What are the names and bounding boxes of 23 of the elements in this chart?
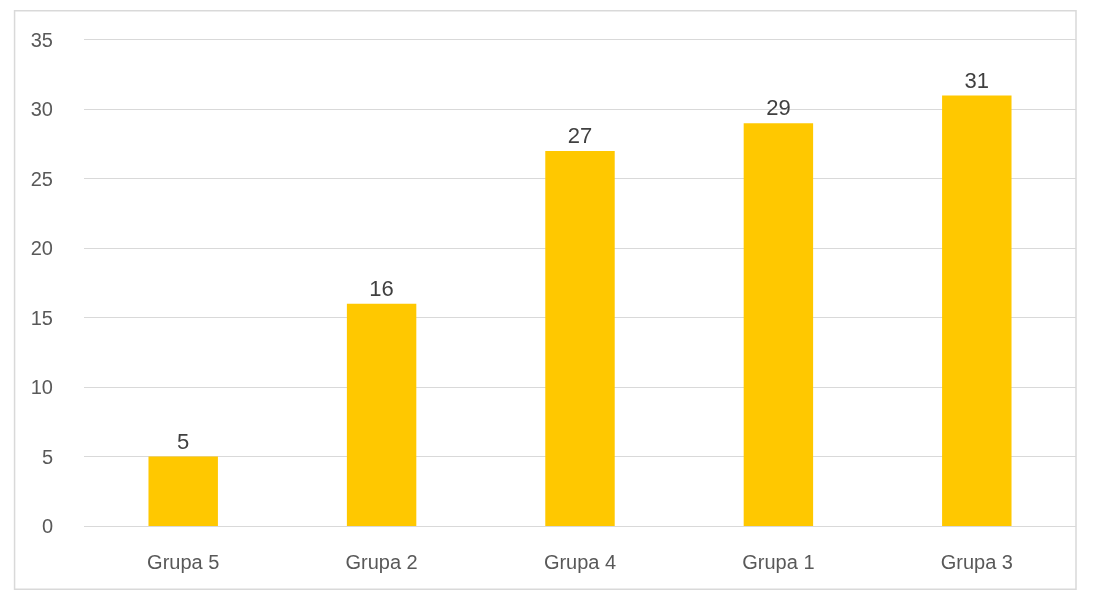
bar	[942, 95, 1012, 526]
y-tick-label: 35	[30, 29, 53, 51]
y-tick-label: 5	[41, 445, 53, 468]
bar	[346, 303, 417, 526]
data-label: 29	[766, 95, 791, 121]
bar	[545, 151, 615, 526]
x-tick-label: Grupa 2	[345, 551, 418, 574]
data-label: 5	[177, 428, 190, 454]
data-label: 27	[567, 123, 593, 149]
y-tick-label: 10	[30, 376, 53, 399]
data-label: 16	[369, 275, 394, 301]
x-tick-label: Grupa 4	[543, 551, 617, 574]
y-tick-label: 25	[30, 167, 53, 190]
y-tick-label: 15	[30, 306, 53, 329]
y-tick-label: 20	[30, 237, 53, 260]
x-tick-label: Grupa 1	[742, 551, 815, 574]
data-label: 31	[964, 67, 990, 93]
bar	[148, 456, 218, 526]
x-tick-label: Grupa 3	[940, 551, 1013, 574]
y-tick-label: 0	[41, 515, 53, 537]
y-tick-label: 30	[30, 98, 53, 121]
x-tick-label: Grupa 5	[147, 551, 220, 574]
bar	[743, 123, 814, 526]
